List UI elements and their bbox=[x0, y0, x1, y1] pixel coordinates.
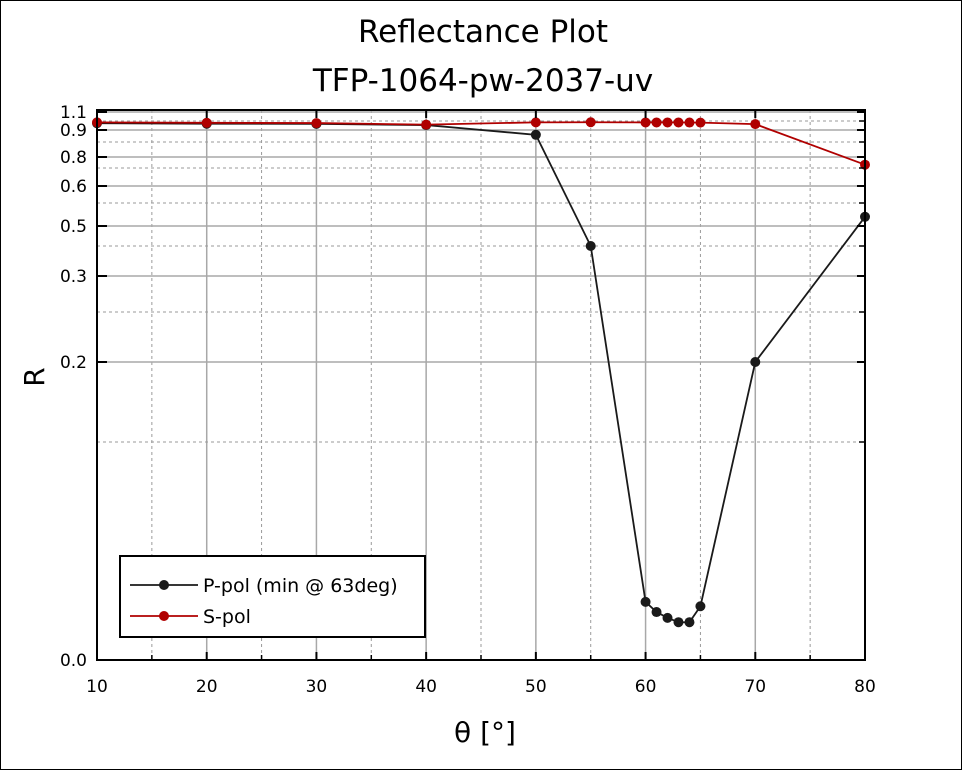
legend-box bbox=[119, 555, 426, 638]
y-tick-label: 0.8 bbox=[60, 148, 87, 168]
data-point bbox=[640, 596, 651, 607]
data-point bbox=[750, 357, 761, 367]
data-point bbox=[673, 117, 684, 128]
x-tick-label: 20 bbox=[196, 677, 218, 697]
data-point bbox=[695, 601, 706, 612]
chart-subtitle: TFP-1064-pw-2037-uv bbox=[312, 63, 653, 99]
legend: P-pol (min @ 63deg) S-pol bbox=[119, 555, 426, 638]
data-point bbox=[585, 241, 596, 251]
legend-marker bbox=[159, 580, 169, 590]
x-tick-label: 10 bbox=[86, 677, 108, 697]
y-tick-label: 0.9 bbox=[60, 121, 87, 141]
data-point bbox=[530, 117, 541, 128]
y-tick-label: 1.1 bbox=[60, 103, 87, 123]
legend-label: P-pol (min @ 63deg) bbox=[203, 575, 398, 597]
legend-label: S-pol bbox=[203, 606, 251, 628]
y-tick-label: 0.5 bbox=[60, 217, 87, 237]
data-point bbox=[662, 612, 673, 623]
x-tick-label: 50 bbox=[525, 677, 547, 697]
data-point bbox=[585, 117, 596, 128]
data-point bbox=[311, 118, 322, 129]
x-tick-label: 80 bbox=[854, 677, 876, 697]
data-point bbox=[662, 117, 673, 128]
data-point bbox=[684, 117, 695, 128]
data-point bbox=[651, 117, 662, 128]
x-tick-label: 70 bbox=[744, 677, 766, 697]
x-tick-label: 60 bbox=[635, 677, 657, 697]
data-point bbox=[673, 617, 684, 628]
data-point bbox=[640, 117, 651, 128]
data-point bbox=[695, 117, 706, 128]
data-point bbox=[750, 119, 761, 130]
y-tick-label: 0.0 bbox=[60, 651, 87, 671]
series-line-p-pol bbox=[96, 122, 866, 624]
data-point bbox=[201, 117, 212, 128]
x-tick-label: 40 bbox=[415, 677, 437, 697]
series-layer bbox=[92, 117, 870, 628]
data-point bbox=[421, 119, 432, 130]
chart-title: Reflectance Plot bbox=[358, 14, 608, 50]
axis-layer: 10 20 30 40 50 60 70 80 0.0 0.2 0.3 0.5 0.6 0.8 0.91.1 bbox=[60, 103, 876, 697]
y-tick-label: 0.2 bbox=[60, 353, 87, 373]
legend-marker bbox=[159, 611, 169, 621]
data-point bbox=[530, 129, 541, 140]
data-point bbox=[651, 607, 662, 618]
x-tick-label: 30 bbox=[306, 677, 328, 697]
y-axis-label: R bbox=[18, 367, 51, 386]
data-point bbox=[684, 617, 695, 628]
x-axis-label: θ [°] bbox=[454, 716, 516, 749]
y-tick-label: 0.3 bbox=[60, 267, 87, 287]
y-tick-label: 0.6 bbox=[60, 177, 87, 197]
